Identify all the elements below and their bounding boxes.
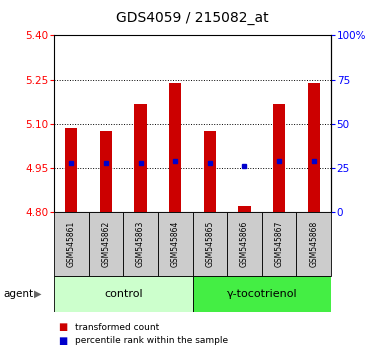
Bar <box>262 212 296 276</box>
Text: GSM545867: GSM545867 <box>275 221 284 268</box>
Text: GSM545864: GSM545864 <box>171 221 180 268</box>
Bar <box>296 212 331 276</box>
Bar <box>192 212 227 276</box>
Bar <box>273 104 285 212</box>
Text: GSM545866: GSM545866 <box>240 221 249 268</box>
Text: GDS4059 / 215082_at: GDS4059 / 215082_at <box>116 11 269 25</box>
Bar <box>158 212 192 276</box>
Text: ■: ■ <box>58 336 67 346</box>
Bar <box>227 212 262 276</box>
Bar <box>204 131 216 212</box>
Bar <box>89 212 123 276</box>
Bar <box>54 212 89 276</box>
Text: agent: agent <box>4 289 34 299</box>
Text: γ-tocotrienol: γ-tocotrienol <box>226 289 297 299</box>
Bar <box>238 206 251 212</box>
Bar <box>100 131 112 212</box>
Bar <box>65 128 77 212</box>
Bar <box>192 276 331 312</box>
Text: GSM545865: GSM545865 <box>205 221 214 268</box>
Text: percentile rank within the sample: percentile rank within the sample <box>75 336 228 345</box>
Bar <box>169 84 181 212</box>
Text: GSM545862: GSM545862 <box>101 221 110 267</box>
Bar <box>134 104 147 212</box>
Text: GSM545863: GSM545863 <box>136 221 145 268</box>
Bar <box>54 276 192 312</box>
Bar <box>308 83 320 212</box>
Text: transformed count: transformed count <box>75 323 159 332</box>
Text: GSM545868: GSM545868 <box>309 221 318 267</box>
Text: control: control <box>104 289 142 299</box>
Text: GSM545861: GSM545861 <box>67 221 76 267</box>
Bar <box>123 212 158 276</box>
Text: ▶: ▶ <box>34 289 42 299</box>
Text: ■: ■ <box>58 322 67 332</box>
